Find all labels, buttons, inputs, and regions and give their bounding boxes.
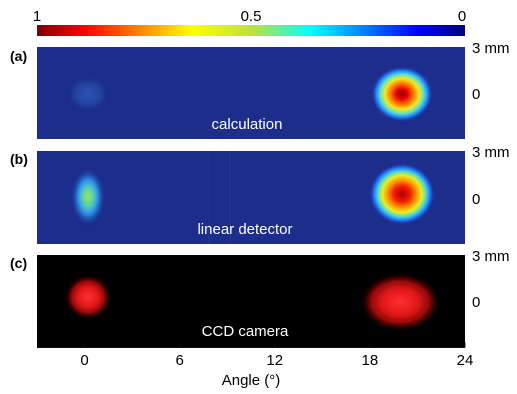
x-tick-label: 18 bbox=[362, 352, 379, 369]
panel-a-caption: calculation bbox=[212, 116, 283, 133]
x-axis-label: Angle (°) bbox=[222, 372, 281, 389]
panel-c-caption: CCD camera bbox=[202, 323, 289, 340]
panel-a-spot-left bbox=[66, 76, 110, 112]
colorbar-tick-label: 0 bbox=[458, 8, 466, 25]
colorbar: 1 0.5 0 bbox=[33, 8, 466, 36]
panel-c-letter: (c) bbox=[10, 255, 27, 271]
colorbar-tick-label: 0.5 bbox=[241, 8, 262, 25]
panel-a-letter: (a) bbox=[10, 48, 27, 64]
panel-a-ytick-zero: 0 bbox=[472, 86, 480, 103]
panel-c-ytick-top: 3 mm bbox=[472, 248, 510, 265]
colorbar-gradient bbox=[37, 25, 465, 36]
x-tick-label: 24 bbox=[457, 352, 474, 369]
panel-b: (b) linear detector 3 mm 0 bbox=[10, 144, 510, 244]
x-tick-label: 6 bbox=[175, 352, 183, 369]
x-tick-label: 12 bbox=[266, 352, 283, 369]
panel-c-spot-right bbox=[360, 273, 440, 331]
panel-b-spot-left bbox=[71, 168, 105, 226]
panel-c: (c) CCD camera 3 mm 0 bbox=[10, 248, 510, 347]
panel-a-spot-right bbox=[371, 66, 433, 122]
panel-b-ytick-top: 3 mm bbox=[472, 144, 510, 161]
x-axis: 0 6 12 18 24 Angle (°) bbox=[37, 342, 474, 389]
x-tick-label: 0 bbox=[80, 352, 88, 369]
panel-b-ytick-zero: 0 bbox=[472, 191, 480, 208]
panel-c-ytick-zero: 0 bbox=[472, 294, 480, 311]
colorbar-tick-label: 1 bbox=[33, 8, 41, 25]
panel-c-spot-left bbox=[65, 275, 111, 319]
panel-a: (a) calculation 3 mm 0 bbox=[10, 40, 510, 139]
panel-b-caption: linear detector bbox=[197, 221, 292, 238]
panel-b-spot-right bbox=[369, 163, 435, 225]
panel-b-letter: (b) bbox=[10, 151, 28, 167]
panel-a-ytick-top: 3 mm bbox=[472, 40, 510, 57]
x-ticks: 0 6 12 18 24 bbox=[80, 342, 474, 369]
